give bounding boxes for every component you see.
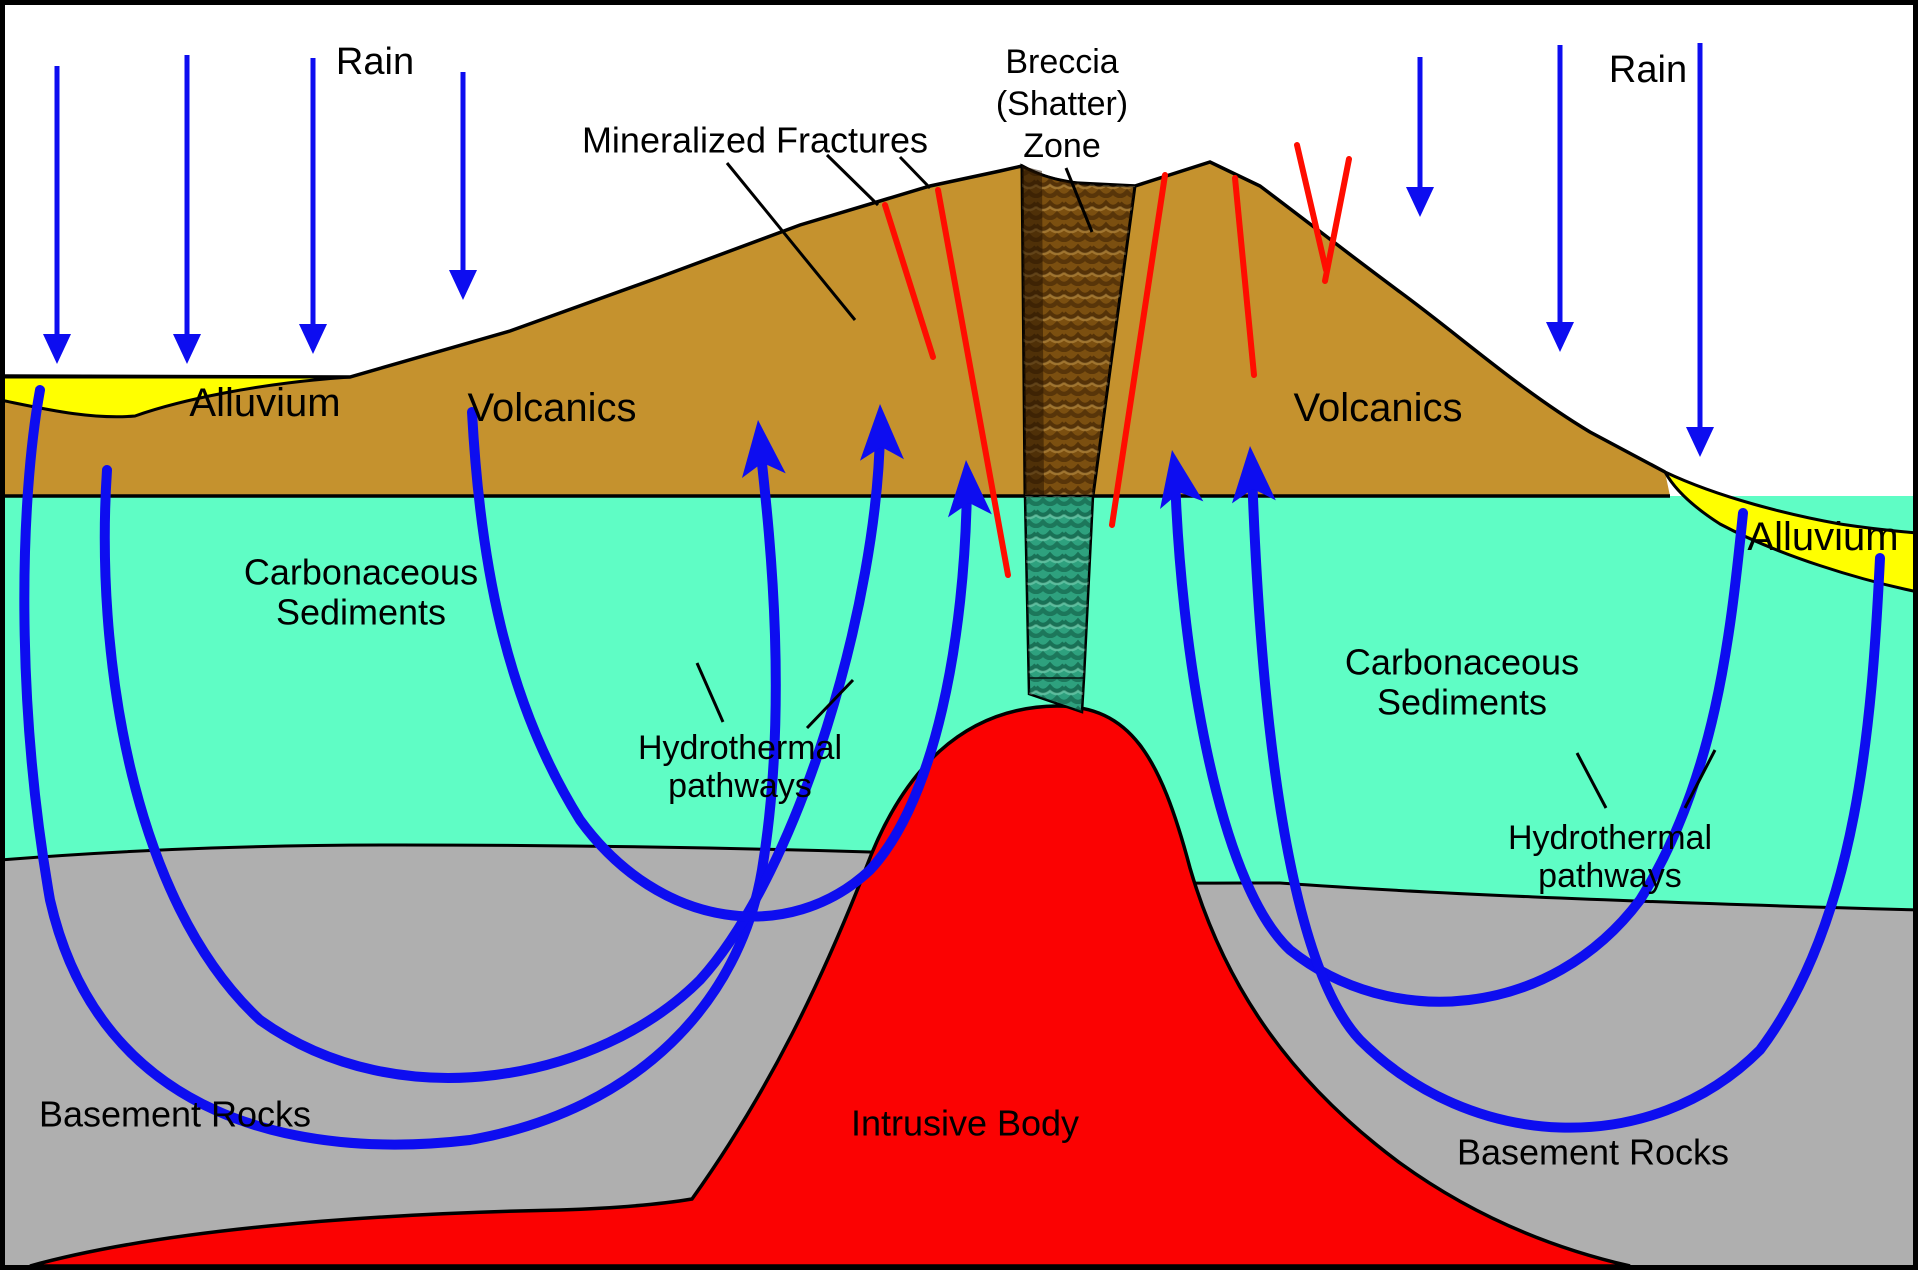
hydrothermal-pathways-group xyxy=(19,385,1885,1150)
basement-label-left: Basement Rocks xyxy=(39,1094,311,1135)
hydrothermal-label-left-line2: pathways xyxy=(668,767,812,805)
breccia-label-line3: Zone xyxy=(1023,127,1101,165)
rain-arrows-group xyxy=(43,43,1714,457)
hydrothermal-label-right-line1: Hydrothermal xyxy=(1508,819,1712,857)
mineralized-fractures-pointer xyxy=(725,162,857,321)
breccia-label-line1: Breccia xyxy=(1005,43,1118,81)
hydrothermal-pathway-curve xyxy=(19,385,781,1150)
breccia-upper-dark-margin xyxy=(1022,166,1044,496)
hydrothermal-label-left-line1: Hydrothermal xyxy=(638,729,842,767)
hydrothermal-pointer-right xyxy=(1575,752,1608,809)
hydrothermal-pathway-curve xyxy=(99,425,885,1083)
rain-label-left: Rain xyxy=(336,41,414,83)
fracture-line xyxy=(1232,175,1257,378)
alluvium-label-left: Alluvium xyxy=(189,381,340,425)
hydrothermal-label-right-line2: pathways xyxy=(1538,857,1682,895)
down-arrow-icon xyxy=(43,334,71,364)
down-arrow-icon xyxy=(1686,427,1714,457)
rain-label-right: Rain xyxy=(1609,49,1687,91)
breccia-zone-pointer xyxy=(1064,167,1094,233)
mineralized-fractures-label: Mineralized Fractures xyxy=(582,120,928,161)
rain-arrow-shafts xyxy=(54,43,1703,433)
up-arrow-icon xyxy=(859,404,904,461)
up-arrow-icon xyxy=(741,420,786,478)
down-arrow-icon xyxy=(1546,322,1574,352)
volcanics-label-left: Volcanics xyxy=(468,386,637,430)
basement-label-right: Basement Rocks xyxy=(1457,1132,1729,1173)
down-arrow-icon xyxy=(1406,187,1434,217)
alluvium-label-right: Alluvium xyxy=(1747,515,1898,559)
breccia-upper-texture xyxy=(1022,166,1135,496)
up-arrow-icon xyxy=(1160,450,1204,509)
labels-group: Rain Rain Mineralized Fractures Breccia … xyxy=(39,41,1899,1173)
breccia-label-line2: (Shatter) xyxy=(996,85,1128,123)
hydrothermal-pathway-curve xyxy=(1170,470,1748,1007)
carbonaceous-label-right-line1: Carbonaceous xyxy=(1345,642,1579,683)
rain-arrowheads xyxy=(43,187,1714,457)
carbonaceous-label-left-line2: Sediments xyxy=(276,592,446,633)
hydrothermal-pathway-curve xyxy=(467,407,972,922)
volcanics-label-right: Volcanics xyxy=(1294,386,1463,430)
mineralized-fractures-pointer xyxy=(825,153,880,207)
hydrothermal-pathway-curve xyxy=(1247,467,1885,1133)
alluvium-right-shape xyxy=(1661,468,1918,594)
breccia-zone-upper xyxy=(1020,163,1137,498)
down-arrow-icon xyxy=(173,334,201,364)
up-arrow-icon xyxy=(947,460,992,518)
breccia-zone-lower xyxy=(1023,494,1095,714)
hydrothermal-pointer-right xyxy=(1683,749,1717,809)
pointer-lines-group xyxy=(695,153,1717,809)
fracture-line xyxy=(882,202,936,360)
mineralized-fractures-pointer xyxy=(898,155,932,190)
up-arrow-icon xyxy=(1231,446,1276,504)
breccia-lower-texture xyxy=(1025,496,1093,712)
hydrothermal-arrowheads-group xyxy=(741,404,1276,518)
hydrothermal-pointer-left xyxy=(805,678,855,730)
hydrothermal-pointer-left xyxy=(695,662,725,723)
fracture-line xyxy=(1109,172,1168,528)
fracture-line xyxy=(1322,156,1352,284)
fracture-line xyxy=(935,187,1011,578)
down-arrow-icon xyxy=(299,324,327,354)
volcanics-layer xyxy=(0,162,1670,496)
mineralized-fractures-group xyxy=(882,142,1352,578)
down-arrow-icon xyxy=(449,270,477,300)
fracture-line xyxy=(1294,142,1329,273)
carbonaceous-label-right-line2: Sediments xyxy=(1377,682,1547,723)
intrusive-body-label: Intrusive Body xyxy=(851,1103,1079,1144)
carbonaceous-label-left-line1: Carbonaceous xyxy=(244,552,478,593)
